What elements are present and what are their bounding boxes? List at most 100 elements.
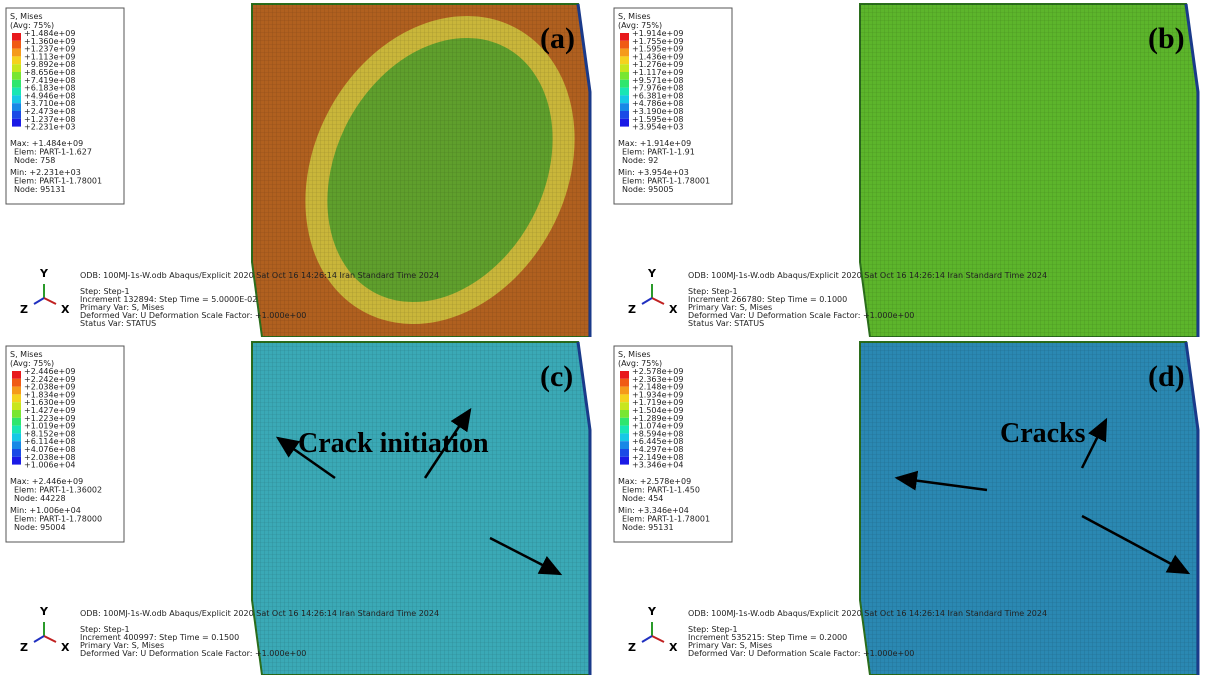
colorbar-band	[12, 95, 21, 103]
min-info: Node: 95131	[622, 523, 674, 532]
colorbar-band	[620, 111, 629, 119]
colorbar-band	[620, 418, 629, 426]
colorbar-band	[620, 119, 629, 127]
legend-value: +1.006e+04	[24, 461, 75, 470]
colorbar-band	[12, 394, 21, 402]
max-info: Node: 44228	[14, 494, 66, 503]
step-info: Status Var: STATUS	[688, 319, 764, 328]
triad-label: X	[61, 641, 70, 654]
colorbar-band	[12, 457, 21, 465]
figure: S, Mises(Avg: 75%)+1.484e+09+1.360e+09+1…	[0, 0, 1215, 675]
triad-axis	[642, 298, 652, 304]
triad-axis	[34, 636, 44, 642]
colorbar-band	[620, 103, 629, 111]
colorbar-band	[12, 72, 21, 80]
colorbar-band	[12, 41, 21, 49]
legend-title: S, Mises	[10, 350, 43, 359]
colorbar-band	[620, 449, 629, 457]
min-info: Node: 95005	[622, 185, 674, 194]
max-info: Node: 454	[622, 494, 663, 503]
min-info: Node: 95004	[14, 523, 66, 532]
colorbar-band	[620, 49, 629, 57]
colorbar-band	[12, 49, 21, 57]
panel-label: (b)	[1148, 22, 1185, 55]
triad-label: Z	[628, 641, 636, 654]
panel: S, Mises(Avg: 75%)+1.914e+09+1.755e+09+1…	[614, 4, 1198, 337]
colorbar-band	[620, 387, 629, 395]
triad-label: X	[669, 303, 678, 316]
legend-value: +2.231e+03	[24, 123, 75, 132]
colorbar-band	[12, 402, 21, 410]
colorbar-band	[620, 95, 629, 103]
colorbar-band	[620, 64, 629, 72]
colorbar-band	[620, 410, 629, 418]
colorbar-band	[620, 371, 629, 379]
colorbar-band	[12, 410, 21, 418]
triad-label: X	[61, 303, 70, 316]
step-info: Status Var: STATUS	[80, 319, 156, 328]
panel-label: (d)	[1148, 360, 1185, 393]
odb-info: ODB: 100MJ-1s-W.odb Abaqus/Explicit 2020…	[688, 271, 1047, 280]
colorbar-band	[12, 379, 21, 387]
legend-value: +3.954e+03	[632, 123, 683, 132]
triad-axis	[652, 636, 664, 642]
triad-label: Y	[647, 605, 657, 618]
colorbar-band	[620, 56, 629, 64]
annotation: Cracks	[1000, 418, 1086, 449]
panel: S, Mises(Avg: 75%)+1.484e+09+1.360e+09+1…	[6, 0, 612, 356]
min-info: Node: 95131	[14, 185, 66, 194]
colorbar-band	[12, 33, 21, 41]
colorbar-band	[12, 111, 21, 119]
panel-label: (a)	[540, 22, 575, 55]
triad-label: Z	[20, 641, 28, 654]
triad-axis	[34, 298, 44, 304]
triad-label: X	[669, 641, 678, 654]
colorbar-band	[12, 103, 21, 111]
colorbar-band	[620, 379, 629, 387]
colorbar-band	[620, 402, 629, 410]
colorbar-band	[12, 371, 21, 379]
colorbar-band	[12, 80, 21, 88]
triad-label: Y	[39, 267, 49, 280]
colorbar-band	[620, 441, 629, 449]
triad-label: Z	[20, 303, 28, 316]
colorbar-band	[12, 441, 21, 449]
colorbar-band	[620, 80, 629, 88]
colorbar-band	[12, 449, 21, 457]
max-info: Node: 758	[14, 156, 55, 165]
triad-axis	[44, 636, 56, 642]
colorbar-band	[12, 426, 21, 434]
max-info: Node: 92	[622, 156, 658, 165]
triad-label: Y	[647, 267, 657, 280]
colorbar-band	[12, 88, 21, 96]
colorbar-band	[620, 426, 629, 434]
colorbar-band	[620, 457, 629, 465]
step-info: Deformed Var: U Deformation Scale Factor…	[80, 649, 306, 658]
panel-label: (c)	[540, 360, 573, 393]
colorbar-band	[12, 64, 21, 72]
colorbar-band	[620, 394, 629, 402]
colorbar-band	[620, 41, 629, 49]
colorbar-band	[12, 56, 21, 64]
colorbar-band	[12, 418, 21, 426]
triad-label: Z	[628, 303, 636, 316]
colorbar-band	[12, 387, 21, 395]
colorbar-band	[620, 88, 629, 96]
step-info: Deformed Var: U Deformation Scale Factor…	[688, 649, 914, 658]
legend-value: +3.346e+04	[632, 461, 683, 470]
colorbar-band	[12, 433, 21, 441]
colorbar-band	[12, 119, 21, 127]
triad-label: Y	[39, 605, 49, 618]
panel: S, Mises(Avg: 75%)+2.578e+09+2.363e+09+2…	[614, 342, 1198, 675]
colorbar-band	[620, 72, 629, 80]
colorbar-band	[620, 33, 629, 41]
legend-title: S, Mises	[618, 350, 651, 359]
legend-title: S, Mises	[618, 12, 651, 21]
colorbar-band	[620, 433, 629, 441]
odb-info: ODB: 100MJ-1s-W.odb Abaqus/Explicit 2020…	[80, 271, 439, 280]
legend-title: S, Mises	[10, 12, 43, 21]
triad-axis	[642, 636, 652, 642]
triad-axis	[652, 298, 664, 304]
odb-info: ODB: 100MJ-1s-W.odb Abaqus/Explicit 2020…	[80, 609, 439, 618]
odb-info: ODB: 100MJ-1s-W.odb Abaqus/Explicit 2020…	[688, 609, 1047, 618]
